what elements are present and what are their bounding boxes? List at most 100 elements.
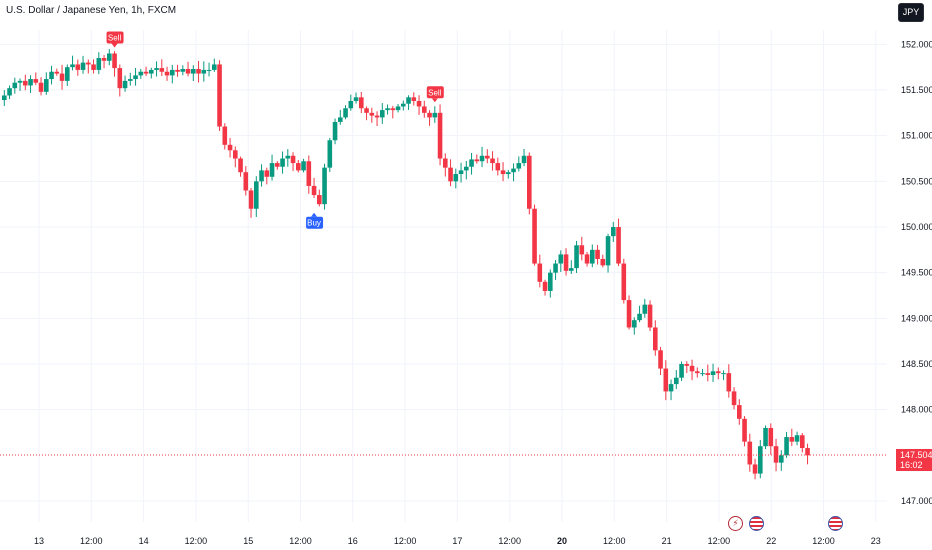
candle	[70, 55, 75, 71]
y-tick-label: 147.000	[901, 496, 932, 506]
signal-label: Sell	[108, 33, 122, 42]
candle	[458, 162, 464, 183]
sell-signal[interactable]: Sell	[426, 86, 444, 103]
candle	[700, 368, 705, 377]
candle	[259, 164, 264, 187]
candle	[212, 58, 217, 72]
candle	[773, 438, 779, 472]
currency-badge[interactable]: JPY	[898, 3, 924, 22]
lightning-icon[interactable]: ⚡	[728, 516, 743, 531]
candle	[595, 245, 600, 265]
candle	[143, 66, 149, 77]
x-tick-label: 12:00	[80, 536, 103, 546]
y-tick-label: 148.500	[901, 359, 932, 369]
candle	[716, 367, 721, 380]
candle	[479, 146, 485, 168]
candle	[138, 68, 144, 79]
x-tick-label: 13	[34, 536, 44, 546]
candle	[380, 103, 385, 124]
candle	[432, 106, 438, 123]
candle	[500, 162, 506, 182]
candle	[437, 104, 443, 166]
grid	[0, 30, 887, 522]
candle	[637, 305, 642, 323]
candle	[464, 160, 469, 180]
candle	[17, 78, 23, 91]
candle	[474, 154, 480, 164]
candle	[133, 68, 138, 86]
candle	[647, 300, 653, 331]
candle	[710, 363, 716, 382]
candle	[33, 72, 39, 86]
candle	[490, 151, 495, 171]
signals: Sell Buy Sell	[106, 31, 444, 229]
candle	[191, 65, 196, 82]
candle	[128, 72, 133, 86]
candle	[495, 157, 501, 176]
x-tick-label: 23	[871, 536, 881, 546]
candle	[353, 92, 359, 104]
candle	[369, 107, 375, 123]
candle	[558, 250, 564, 273]
candle	[149, 67, 154, 79]
candle	[705, 364, 711, 382]
candle	[401, 100, 406, 111]
candle	[469, 152, 474, 175]
candle	[679, 361, 684, 382]
candle	[584, 251, 590, 267]
candle	[726, 364, 732, 398]
candle	[763, 425, 768, 450]
candle	[453, 168, 459, 189]
candle	[117, 64, 123, 97]
price-axis: 152.000 151.500 151.000 150.500 150.000 149.5…	[901, 39, 932, 506]
y-tick-label: 151.500	[901, 85, 932, 95]
candle	[768, 423, 774, 455]
candle	[569, 260, 574, 274]
candle	[327, 137, 333, 173]
time-axis: 13 12:00 14 12:00 15 12:00 16 12:00 17 12:00 20 12:…	[34, 536, 881, 546]
candle	[107, 49, 112, 66]
candle	[427, 110, 432, 126]
sell-signal[interactable]: Sell	[106, 31, 124, 48]
candle	[784, 432, 789, 458]
candle	[343, 105, 348, 120]
candle	[800, 433, 805, 453]
candle	[243, 166, 249, 196]
candle	[28, 75, 33, 93]
candle	[689, 359, 695, 381]
candle	[406, 95, 411, 110]
us-flag-icon[interactable]	[749, 516, 764, 531]
candle	[721, 370, 726, 381]
candle	[752, 458, 758, 480]
candle	[122, 75, 128, 92]
candle	[390, 105, 396, 119]
candle	[527, 152, 532, 215]
x-tick-label: 12:00	[603, 536, 626, 546]
candle	[290, 152, 296, 171]
candle	[548, 269, 553, 298]
candle	[23, 74, 28, 91]
candle	[301, 158, 306, 173]
x-tick-label: 22	[766, 536, 776, 546]
candle	[154, 61, 159, 77]
candle	[779, 450, 784, 471]
candle	[395, 104, 401, 113]
y-tick-label: 151.000	[901, 131, 932, 141]
candle	[605, 233, 611, 273]
candle	[296, 160, 301, 173]
candle	[2, 90, 7, 106]
us-flag-icon[interactable]	[828, 516, 843, 531]
y-tick-label: 148.000	[901, 405, 932, 415]
buy-signal[interactable]: Buy	[306, 212, 324, 229]
candle	[170, 64, 175, 84]
candle	[574, 240, 579, 273]
candle	[101, 55, 107, 69]
candle	[448, 159, 453, 187]
candle	[516, 156, 522, 172]
candle	[227, 137, 233, 158]
candle	[532, 204, 537, 266]
candle	[54, 68, 60, 76]
candle	[621, 258, 627, 304]
x-tick-label: 16	[348, 536, 358, 546]
